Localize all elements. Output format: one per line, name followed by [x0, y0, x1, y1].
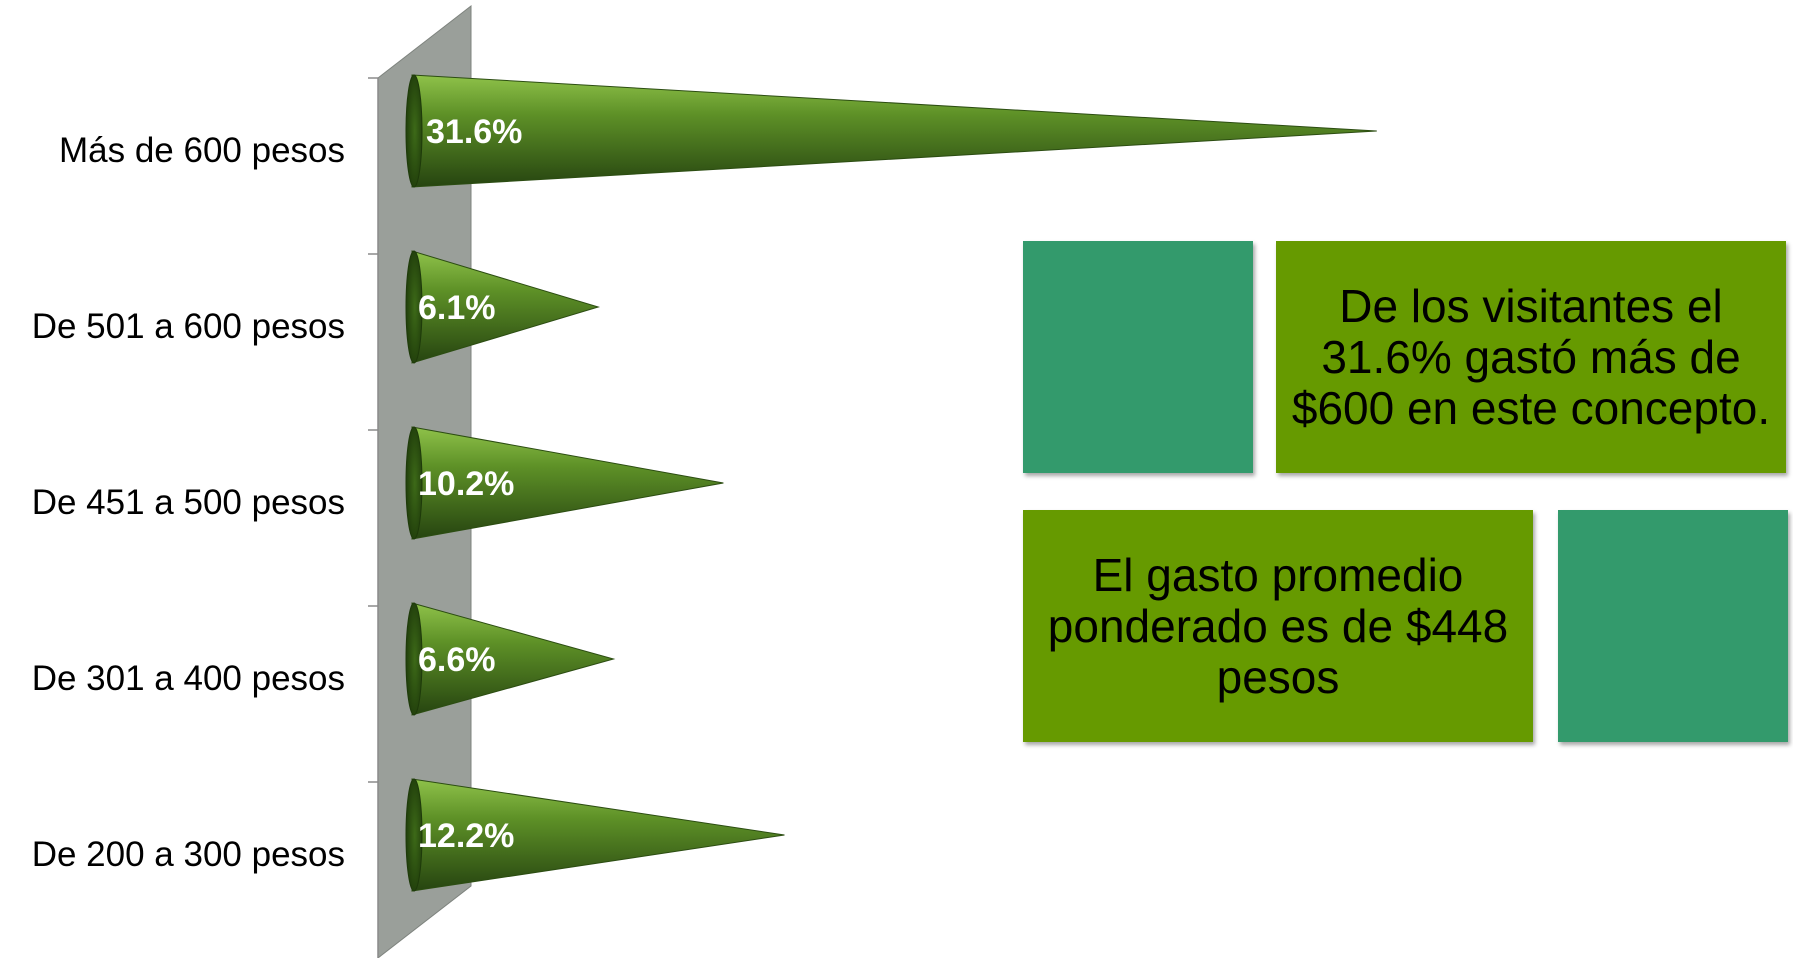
cone-bar: [411, 74, 1377, 188]
cone-bar-base: [405, 426, 423, 540]
cone-bar-base: [405, 602, 423, 716]
bar-data-label: 6.6%: [418, 641, 496, 679]
cone-bar-base: [405, 778, 423, 892]
bar-data-label: 6.1%: [418, 289, 496, 327]
category-label: De 501 a 600 pesos: [32, 307, 345, 346]
category-label: Más de 600 pesos: [59, 131, 345, 170]
category-label: De 200 a 300 pesos: [32, 835, 345, 874]
bar-data-label: 10.2%: [418, 465, 514, 503]
callout-accent-square-top: [1023, 241, 1253, 473]
bar-data-label: 12.2%: [418, 817, 514, 855]
cone-bar-base: [405, 250, 423, 364]
callout-accent-square-bottom: [1558, 510, 1788, 742]
callout-average-box: El gasto promedio ponderado es de $448 p…: [1023, 510, 1533, 742]
bar-data-label: 31.6%: [426, 113, 522, 151]
callout-visitors-text: De los visitantes el 31.6% gastó más de …: [1291, 279, 1771, 434]
category-label: De 451 a 500 pesos: [32, 483, 345, 522]
category-label: De 301 a 400 pesos: [32, 659, 345, 698]
callout-visitors-box: De los visitantes el 31.6% gastó más de …: [1276, 241, 1786, 473]
cone-bar-base: [405, 74, 423, 188]
callout-average-text: El gasto promedio ponderado es de $448 p…: [1047, 548, 1509, 703]
